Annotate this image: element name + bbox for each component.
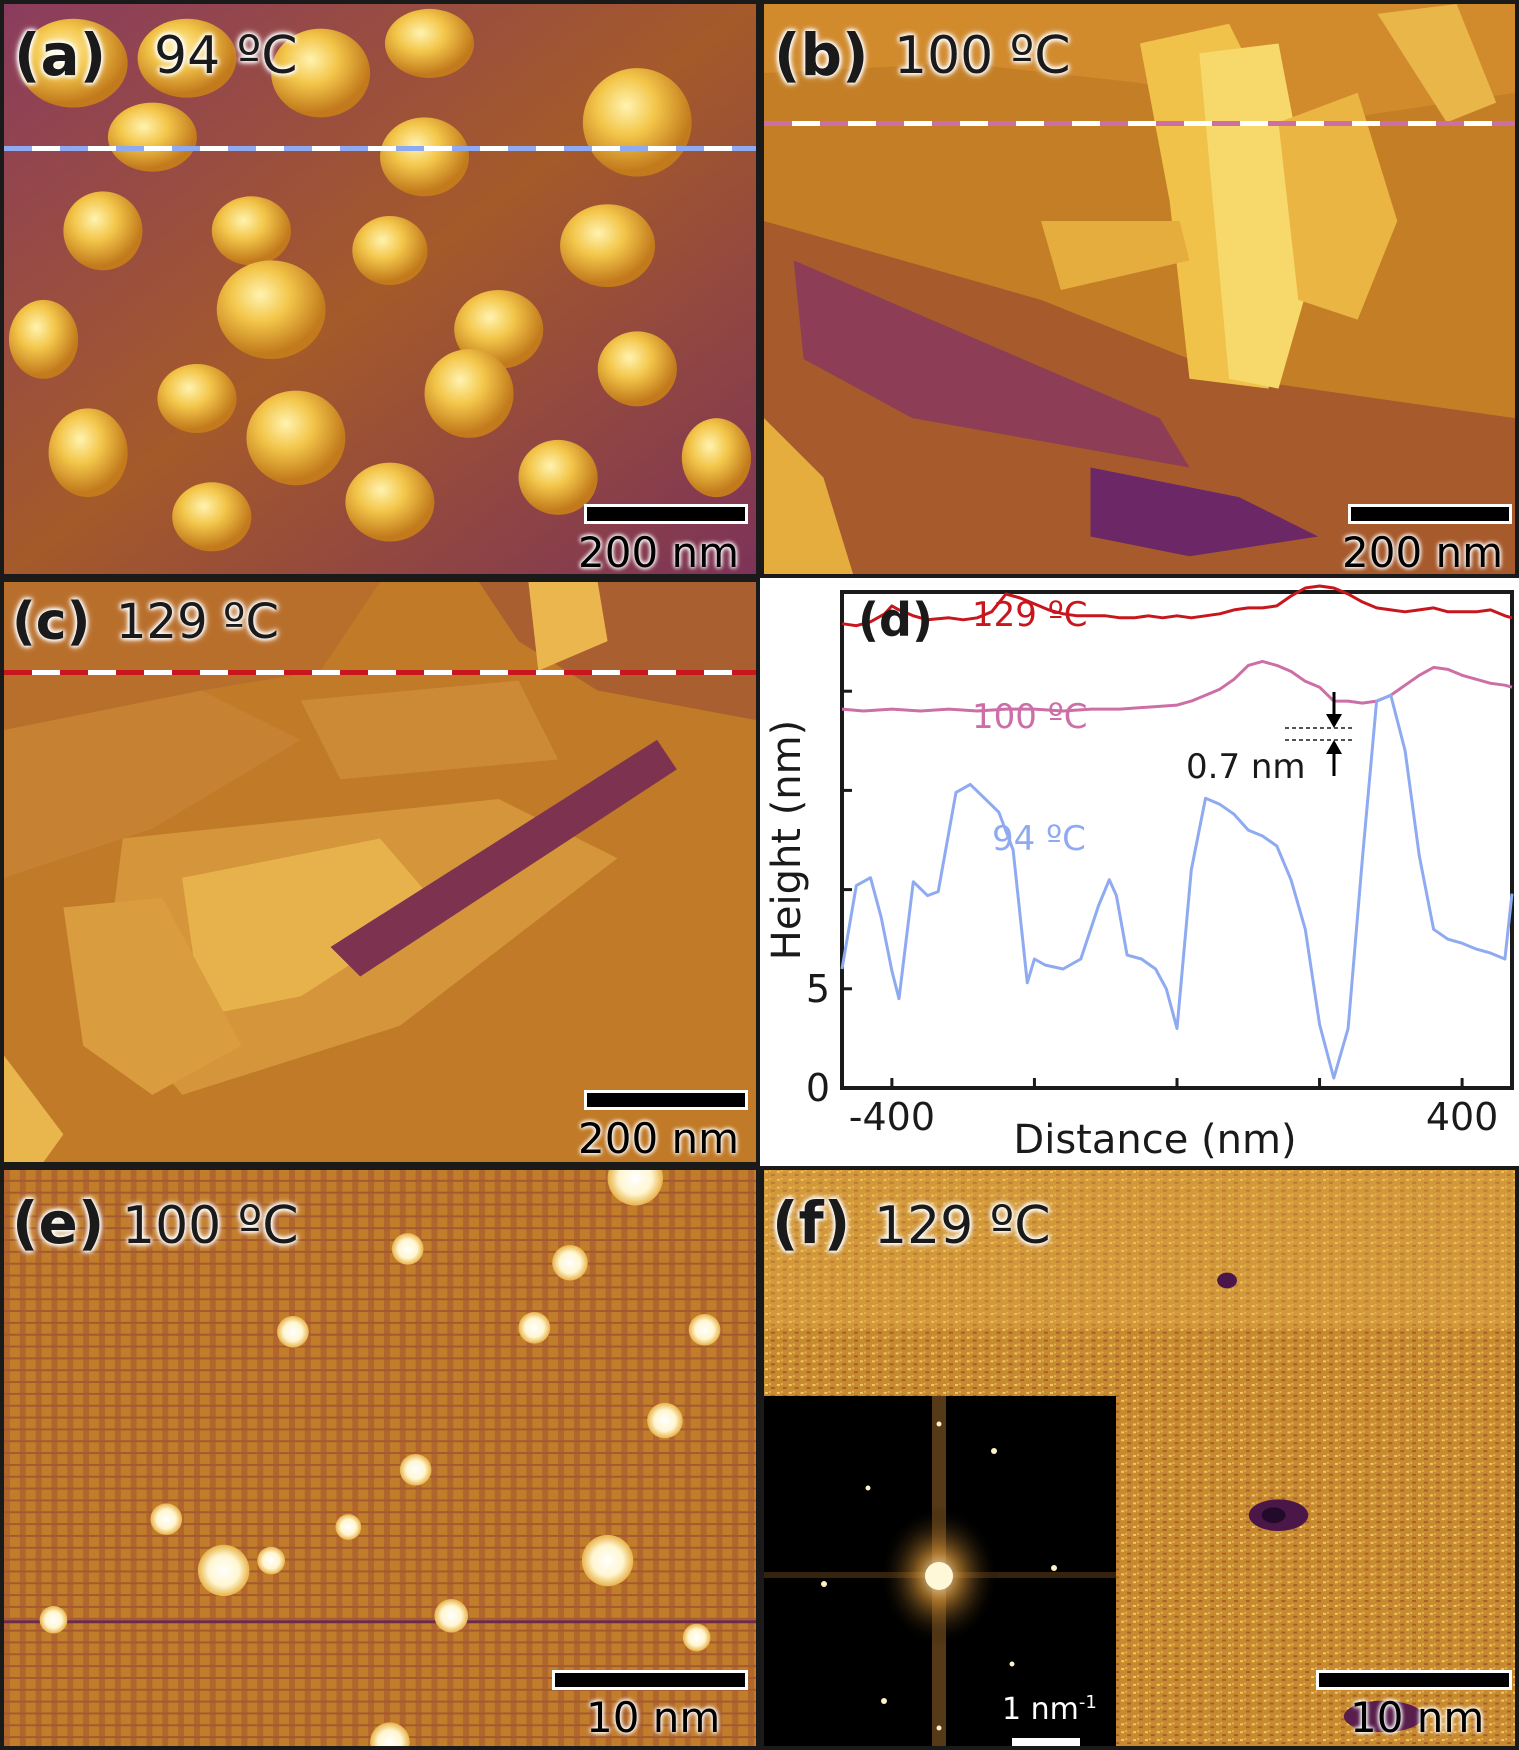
scale-text-c: 200 nm: [578, 1114, 740, 1163]
fft-inset: 1 nm-1: [764, 1396, 1116, 1746]
scale-bar-f: [1316, 1670, 1512, 1690]
fft-scale-value: 1 nm: [1002, 1692, 1079, 1727]
temperature-label-e: 100 ºC: [122, 1196, 299, 1256]
series-line-2: [841, 659, 1513, 713]
scale-text-e: 10 nm: [586, 1693, 721, 1742]
afm-panel-c: (c) 129 ºC 200 nm: [0, 578, 760, 1166]
panel-label-d: (d): [858, 593, 933, 647]
profile-line-b: [764, 121, 1515, 126]
afm-panel-b: (b) 100 ºC 200 nm: [760, 0, 1519, 578]
temperature-label-f: 129 ºC: [874, 1196, 1051, 1256]
x-tick-label: 400: [1426, 1095, 1499, 1139]
scale-bar-e: [552, 1670, 748, 1690]
fft-scale-bar: [1012, 1738, 1080, 1746]
series-label-100: 100 ºC: [972, 697, 1087, 737]
step-height-annotation: 0.7 nm: [1186, 747, 1306, 787]
afm-panel-a: (a) 94 ºC 200 nm: [0, 0, 760, 578]
x-tick-label: -400: [849, 1095, 935, 1139]
stm-panel-e: (e) 100 ºC 10 nm: [0, 1166, 760, 1750]
scale-text-b: 200 nm: [1342, 528, 1504, 577]
series-line-3: [840, 693, 1514, 1080]
panel-label-b: (b): [774, 21, 869, 89]
series-label-94: 94 ºC: [992, 819, 1086, 859]
y-tick-label: 0: [806, 1066, 830, 1110]
series-group: [840, 584, 1514, 1080]
panel-label-e: (e): [12, 1189, 105, 1257]
scale-bar-b: [1348, 504, 1512, 524]
scale-text-a: 200 nm: [578, 528, 740, 577]
stm-image-e: [4, 1170, 756, 1746]
y-tick-label: 5: [806, 967, 830, 1011]
series-label-129: 129 ºC: [972, 595, 1087, 635]
fft-scale-exponent: -1: [1078, 1692, 1097, 1713]
x-axis-label: Distance (nm): [1013, 1117, 1296, 1163]
afm-image-b: [764, 4, 1515, 574]
panel-label-a: (a): [14, 21, 107, 89]
panel-label-c: (c): [12, 592, 91, 652]
afm-image-c: [4, 582, 756, 1162]
temperature-label-c: 129 ºC: [116, 594, 280, 650]
y-axis-label: Height (nm): [764, 720, 810, 960]
afm-image-a: [4, 4, 756, 574]
panel-label-f: (f): [772, 1189, 851, 1257]
scale-text-f: 10 nm: [1350, 1693, 1485, 1742]
height-profile-panel-d: -400 400 0 5 (d) Distance (nm) Height (nm) …: [760, 578, 1519, 1166]
scale-bar-c: [584, 1090, 748, 1110]
stm-panel-f: 1 nm-1 (f) 129 ºC 10 nm: [760, 1166, 1519, 1750]
fft-image: [764, 1396, 1116, 1746]
step-annotation: 0.7 nm: [1186, 692, 1352, 787]
fft-scale-text: 1 nm-1: [1002, 1694, 1097, 1725]
temperature-label-b: 100 ºC: [894, 26, 1071, 86]
scale-bar-a: [584, 504, 748, 524]
series-line-1: [841, 584, 1513, 628]
profile-line-c: [4, 670, 756, 675]
profile-line-a: [4, 146, 756, 151]
temperature-label-a: 94 ºC: [154, 26, 298, 86]
axis-ticks: -400 400 0 5: [806, 590, 1499, 1139]
